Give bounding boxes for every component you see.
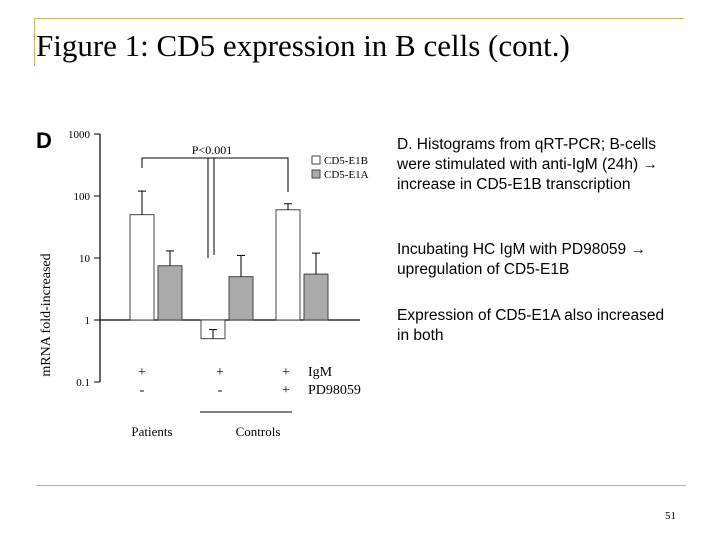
condition-value: +: [216, 365, 224, 380]
title-accent-horizontal-rule: [34, 18, 684, 19]
bar-cd5-e1a: [228, 276, 254, 321]
legend-swatch: [311, 155, 321, 165]
condition-value: -: [140, 383, 145, 398]
group-label: Patients: [131, 424, 172, 439]
panel-description-1: D. Histograms from qRT-PCR; B-cells were…: [397, 136, 659, 193]
page-number: 51: [665, 510, 676, 522]
panel-description-3: Expression of CD5-E1A also increased in …: [397, 307, 665, 344]
y-tick-label: 100: [74, 191, 91, 203]
condition-label: IgM: [308, 365, 333, 380]
group-label: Controls: [236, 424, 281, 439]
condition-value: +: [282, 383, 290, 398]
significance-bracket: [141, 157, 289, 192]
slide-title: Figure 1: CD5 expression in B cells (con…: [36, 28, 570, 63]
bar-cd5-e1a: [303, 273, 329, 321]
significance-bracket-drop: [207, 158, 215, 258]
footer-rule: [36, 485, 686, 486]
y-tick-label: 1: [85, 315, 91, 327]
bar-cd5-e1a: [157, 265, 183, 321]
y-tick-label: 10: [79, 253, 91, 265]
condition-value: +: [138, 365, 146, 380]
bar-chart: D mRNA fold-increased 0.1 1 10 100 1000 P<0.…: [36, 128, 369, 439]
title-accent-vertical-rule: [34, 18, 35, 66]
legend-label: CD5-E1A: [324, 169, 369, 181]
y-axis-label: mRNA fold-increased: [39, 253, 54, 376]
condition-label: PD98059: [308, 383, 361, 398]
condition-value: +: [282, 365, 290, 380]
y-tick-label: 1000: [68, 129, 91, 141]
condition-value: -: [218, 383, 223, 398]
y-tick-label: 0.1: [76, 377, 90, 389]
bar-cd5-e1b: [275, 209, 301, 321]
panel-label: D: [36, 128, 52, 153]
bar-cd5-e1b: [129, 214, 155, 321]
panel-description-2: Incubating HC IgM with PD98059 → upregul…: [397, 241, 646, 278]
significance-label: P<0.001: [192, 143, 232, 157]
legend-swatch: [311, 169, 321, 179]
legend-label: CD5-E1B: [324, 155, 368, 167]
